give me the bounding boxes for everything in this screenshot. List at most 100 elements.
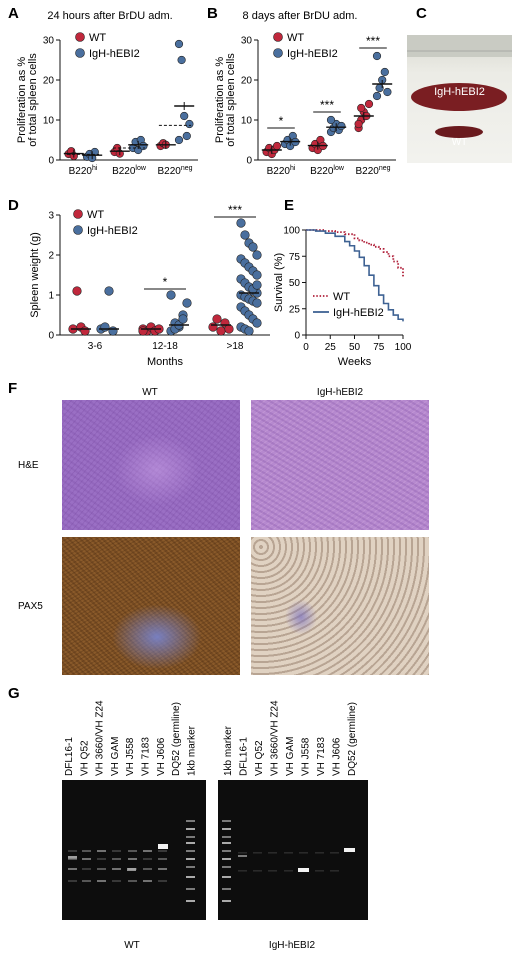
gel-band <box>82 850 91 852</box>
data-point <box>180 111 189 121</box>
data-point <box>182 298 192 308</box>
legend-label: IgH-hEBI2 <box>89 48 140 60</box>
gel-ko-bands <box>222 820 355 902</box>
spleen-overlay-wt: WT <box>451 137 468 148</box>
gel-band <box>68 880 77 882</box>
gel-band <box>222 836 231 838</box>
data-point <box>372 51 382 61</box>
y-axis-label: Proliferation as % <box>16 57 28 143</box>
x-tick-label: 75 <box>373 342 385 353</box>
x-tick-label: 3-6 <box>88 341 103 352</box>
histo-col-ko: IgH-hEBI2 <box>317 387 364 398</box>
gel-band <box>97 858 106 860</box>
spleen-ko-shape <box>411 83 507 111</box>
y-axis-label: of total spleen cells <box>225 53 237 147</box>
gel-lane-label: VH 7183 <box>316 737 327 776</box>
gel-band <box>186 900 195 902</box>
y-tick-label: 50 <box>289 278 301 289</box>
gel-band <box>158 858 167 860</box>
gel-band <box>222 866 231 868</box>
x-tick-label: B220neg <box>157 165 192 177</box>
data-point <box>212 314 222 324</box>
gel-band <box>222 842 231 844</box>
gel-lane-label: VH GAM <box>110 737 121 776</box>
legend-label: WT <box>287 32 304 44</box>
y-tick-label: 30 <box>241 36 253 47</box>
y-axis-label: Proliferation as % <box>214 57 226 143</box>
legend-label: IgH-hEBI2 <box>287 48 338 60</box>
gel-lane-label: VH J606 <box>156 737 167 776</box>
gel-lanes-ko: 1kb marker DFL16-1 VH Q52 VH 3660/VH Z24 VH … <box>223 700 358 776</box>
gel-band <box>97 880 106 882</box>
chart-b-title: 8 days after BrDU adm. <box>243 10 358 22</box>
y-tick-label: 3 <box>48 211 54 222</box>
data-point <box>364 99 374 109</box>
gel-caption-wt: WT <box>124 940 140 951</box>
gel-band <box>186 836 195 838</box>
y-axis-label: Survival (%) <box>273 253 285 312</box>
panel-label-e: E <box>284 197 294 214</box>
gel-band <box>128 880 137 882</box>
data-point <box>383 87 392 97</box>
gel-band <box>284 852 293 854</box>
legend-label: WT <box>87 209 104 221</box>
data-point <box>252 280 262 290</box>
gel-lane-label: 1kb marker <box>223 725 234 776</box>
gel-lane-label: VH Q52 <box>254 740 265 776</box>
data-point <box>138 326 148 336</box>
data-point <box>372 91 382 101</box>
gel-band <box>158 868 167 870</box>
gel-band <box>128 850 137 852</box>
gel-lane-label: DQ52 (germline) <box>347 702 358 776</box>
gel-band <box>143 858 152 860</box>
gel-band <box>238 870 247 872</box>
legend-label: WT <box>89 32 106 44</box>
gel-lane-label: DFL16-1 <box>64 737 75 776</box>
gel-band <box>68 858 77 860</box>
gel-image-wt <box>62 780 206 920</box>
x-tick-label: B220neg <box>355 165 390 177</box>
data-point <box>100 322 110 332</box>
x-tick-label: 0 <box>303 342 309 353</box>
x-tick-label: B220low <box>310 165 345 177</box>
histo-row-he: H&E <box>18 460 39 471</box>
y-tick-label: 10 <box>241 116 253 127</box>
chart-d: 0 1 2 3 3-6 12-18 * >18 *** Spleen weight (g) Mont… <box>29 203 270 368</box>
gel-band <box>186 850 195 852</box>
gel-band <box>344 848 355 852</box>
x-tick-label: B220low <box>112 165 147 177</box>
x-tick-label: B220hi <box>267 165 296 177</box>
histology-pax5-wt <box>62 537 240 675</box>
chart-a-title: 24 hours after BrDU adm. <box>47 10 172 22</box>
gel-lanes-wt: DFL16-1 VH Q52 VH 3660/VH Z24 VH GAM VH J558… <box>64 700 197 776</box>
legend-marker <box>273 48 283 58</box>
significance-stars: * <box>163 275 168 289</box>
spleen-photo-drawing <box>407 35 512 138</box>
data-point <box>178 314 188 324</box>
gel-band <box>222 876 231 878</box>
data-point <box>224 324 234 334</box>
data-point <box>108 326 118 336</box>
gel-band <box>222 900 231 902</box>
significance-stars: *** <box>366 34 380 48</box>
data-point <box>72 286 82 296</box>
data-point <box>337 121 346 131</box>
gel-band <box>143 850 152 852</box>
data-point <box>357 103 366 113</box>
data-point <box>252 250 262 260</box>
x-axis-label: Months <box>147 356 184 368</box>
histo-row-pax5: PAX5 <box>18 601 43 612</box>
x-tick-label: >18 <box>227 341 244 352</box>
data-point <box>104 286 114 296</box>
legend-marker <box>75 32 85 42</box>
gel-band <box>143 880 152 882</box>
gel-band <box>268 870 277 872</box>
data-point <box>174 39 184 49</box>
gel-band <box>186 888 195 890</box>
data-point <box>252 298 262 308</box>
gel-band <box>253 870 262 872</box>
panel-label-b: B <box>207 5 218 22</box>
gel-band <box>186 876 195 878</box>
gel-caption-ko: IgH-hEBI2 <box>269 940 316 951</box>
data-point <box>326 115 336 125</box>
